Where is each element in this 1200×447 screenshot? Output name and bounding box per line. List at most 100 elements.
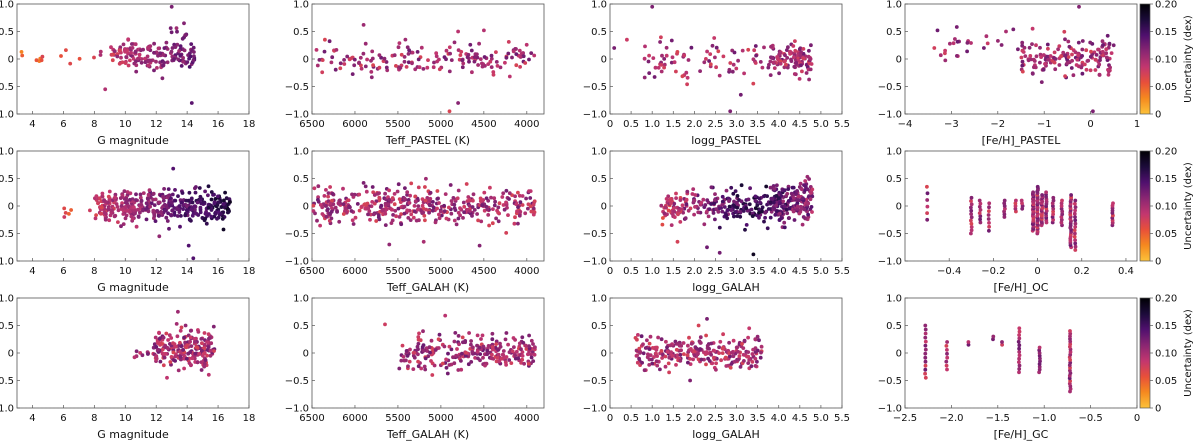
x-tick-label: 8 <box>91 119 97 130</box>
data-point <box>166 194 171 198</box>
data-point <box>1052 50 1057 55</box>
data-point <box>396 45 401 50</box>
x-tick-label: 12 <box>150 266 163 277</box>
data-point <box>1031 190 1035 195</box>
data-point <box>731 203 736 207</box>
colorbar-fill <box>1139 297 1151 409</box>
x-tick-label: 5000 <box>428 119 453 130</box>
data-point <box>145 196 150 201</box>
data-point <box>419 45 424 50</box>
data-point <box>1038 356 1042 361</box>
data-point <box>1088 54 1093 59</box>
data-point <box>476 63 480 67</box>
data-point <box>1057 44 1062 48</box>
data-point <box>212 201 217 206</box>
data-point <box>424 207 429 212</box>
data-point <box>702 350 706 355</box>
data-point <box>427 202 432 207</box>
x-axis-label: logg_GALAH <box>692 428 759 441</box>
data-point <box>641 342 645 347</box>
data-point <box>1073 205 1078 210</box>
data-point <box>1026 58 1031 63</box>
data-point <box>157 234 162 239</box>
data-point <box>520 357 525 362</box>
data-point <box>456 334 461 338</box>
data-point <box>169 355 174 359</box>
data-point <box>408 347 412 352</box>
data-point <box>1063 74 1067 78</box>
data-point <box>1057 63 1062 67</box>
x-tick-label: 2.0 <box>686 119 702 130</box>
x-tick-label: 14 <box>181 266 194 277</box>
data-point <box>1039 80 1044 84</box>
data-point <box>357 192 362 197</box>
data-point <box>465 55 470 60</box>
colorbar-tick-label: 0.05 <box>1155 82 1177 93</box>
y-tick-label: −0.5 <box>583 82 607 93</box>
data-point <box>735 194 740 198</box>
data-point <box>327 39 332 44</box>
x-tick-label: 10 <box>119 119 132 130</box>
data-point <box>320 205 325 210</box>
data-point <box>787 206 792 211</box>
data-point <box>771 60 776 65</box>
data-point <box>94 213 98 218</box>
data-point <box>359 66 364 71</box>
data-point <box>782 220 787 225</box>
data-point <box>195 360 200 365</box>
data-point <box>192 204 197 209</box>
data-point <box>161 53 166 57</box>
data-point <box>180 191 185 195</box>
data-point <box>1019 198 1024 203</box>
data-point <box>708 52 713 56</box>
data-point <box>643 346 648 350</box>
data-point <box>758 200 762 205</box>
data-point <box>341 202 346 207</box>
data-point <box>1098 58 1102 62</box>
data-point <box>412 351 417 355</box>
x-tick-label: 4000 <box>514 119 539 130</box>
data-point <box>531 359 536 363</box>
data-point <box>527 189 531 194</box>
data-point <box>1020 63 1025 68</box>
data-point <box>202 200 206 205</box>
data-point <box>431 205 436 210</box>
data-point <box>969 199 973 203</box>
data-point <box>789 57 793 62</box>
x-tick-label: 10 <box>119 413 132 424</box>
data-point <box>118 196 123 201</box>
x-tick-label: 6 <box>60 266 66 277</box>
data-point <box>350 218 355 223</box>
data-point <box>1017 329 1022 334</box>
data-point <box>1017 350 1022 354</box>
data-point <box>692 349 696 354</box>
data-point <box>456 210 461 215</box>
data-point <box>1013 201 1018 206</box>
data-point <box>687 335 691 340</box>
data-point <box>444 365 449 370</box>
data-point <box>794 60 799 65</box>
data-point <box>804 71 809 75</box>
data-point <box>1104 47 1109 52</box>
data-point <box>472 208 477 212</box>
y-tick-label: 0 <box>303 55 309 66</box>
data-point <box>801 215 806 219</box>
data-point <box>517 48 522 53</box>
colorbar-tick-label: 0.15 <box>1155 27 1177 38</box>
data-point <box>494 216 498 221</box>
data-point <box>1017 336 1022 341</box>
data-point <box>778 201 782 206</box>
data-point <box>658 367 662 372</box>
data-point <box>456 29 460 34</box>
data-point <box>155 209 160 213</box>
x-tick-label: −2.5 <box>893 413 917 424</box>
data-point <box>785 211 790 216</box>
data-point <box>699 201 704 205</box>
x-axis-label: logg_GALAH <box>692 281 759 294</box>
data-point <box>202 361 207 366</box>
data-point <box>808 57 813 61</box>
data-point <box>713 192 717 197</box>
data-point <box>923 375 928 380</box>
data-point <box>776 57 780 62</box>
